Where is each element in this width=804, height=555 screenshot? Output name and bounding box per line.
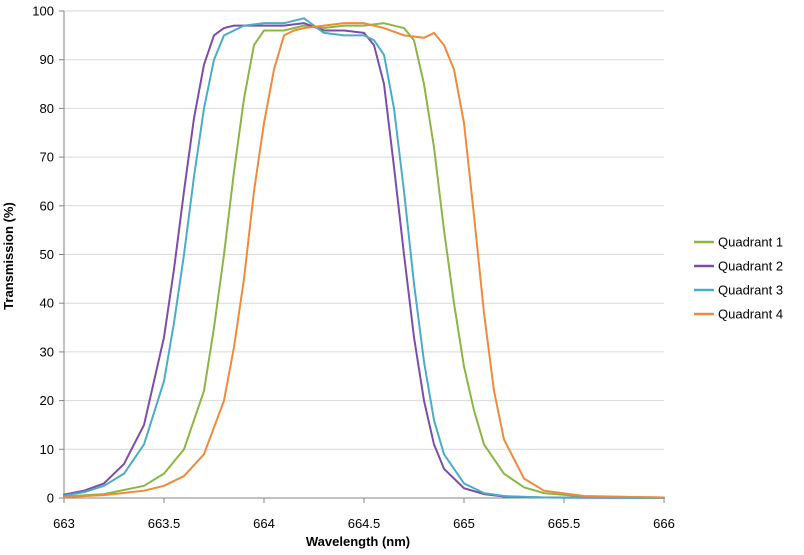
x-tick-label: 666 (653, 516, 675, 531)
x-tick-label: 664 (253, 516, 275, 531)
y-tick-label: 10 (40, 442, 54, 457)
series-line-quadrant-1 (63, 22, 665, 499)
series-layer (63, 17, 665, 499)
x-tick-label: 663.5 (148, 516, 181, 531)
legend-item: Quadrant 4 (694, 307, 783, 322)
tick-labels: 663 663.5 664 664.5 665 665.5 666 0 10 20 30 40 50 60… (32, 4, 675, 532)
y-tick-label: 80 (40, 101, 54, 116)
x-tick-label: 663 (53, 516, 75, 531)
x-tick-label: 665.5 (548, 516, 581, 531)
y-tick-label: 70 (40, 150, 54, 165)
legend-label: Quadrant 4 (718, 307, 783, 322)
legend-label: Quadrant 1 (718, 235, 783, 250)
x-tick-label: 664.5 (348, 516, 381, 531)
legend-label: Quadrant 3 (718, 283, 783, 298)
y-tick-label: 100 (32, 4, 54, 19)
legend-label: Quadrant 2 (718, 259, 783, 274)
y-tick-label: 60 (40, 198, 54, 213)
y-tick-label: 30 (40, 344, 54, 359)
grid-layer (64, 10, 664, 450)
y-tick-label: 90 (40, 52, 54, 67)
y-tick-label: 50 (40, 247, 54, 262)
series-line-quadrant-4 (63, 22, 665, 499)
x-axis-title: Wavelength (nm) (306, 534, 410, 549)
y-tick-label: 40 (40, 296, 54, 311)
series-line-quadrant-2 (63, 22, 665, 499)
legend-item: Quadrant 2 (694, 259, 783, 274)
legend-item: Quadrant 3 (694, 283, 783, 298)
y-tick-label: 0 (47, 491, 54, 506)
series-line-quadrant-3 (63, 17, 665, 499)
legend-item: Quadrant 1 (694, 235, 783, 250)
x-tick-label: 665 (453, 516, 475, 531)
y-axis-title: Transmission (%) (1, 202, 16, 310)
legend: Quadrant 1 Quadrant 2 Quadrant 3 Quadrant 4 (694, 235, 783, 322)
y-tick-label: 20 (40, 393, 54, 408)
